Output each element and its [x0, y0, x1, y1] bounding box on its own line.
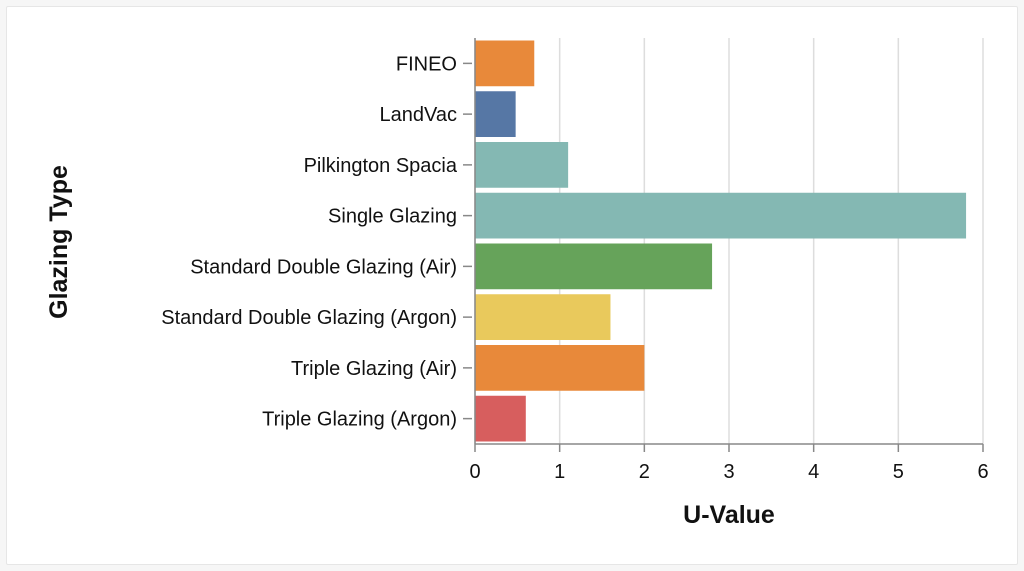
y-tick-label: Standard Double Glazing (Argon)	[161, 307, 457, 329]
y-tick-label: FINEO	[396, 53, 457, 75]
bar-landvac	[475, 91, 516, 137]
x-tick-label: 3	[723, 461, 734, 483]
bars	[475, 40, 967, 442]
bar-standard-double-glazing-argon	[475, 294, 611, 340]
axis-labels: 0 1 2 3 4 5 6 FINEO LandVac Pilkington Spacia Sing…	[161, 53, 988, 483]
x-tick-label: 6	[977, 461, 988, 483]
axes	[463, 38, 984, 452]
x-tick-label: 5	[893, 461, 904, 483]
x-tick-label: 4	[808, 461, 819, 483]
bar-standard-double-glazing-air	[475, 243, 713, 290]
y-tick-label: Pilkington Spacia	[304, 155, 458, 177]
y-tick-label: Standard Double Glazing (Air)	[190, 256, 457, 278]
bar-triple-glazing-air	[475, 345, 645, 391]
y-tick-label: Triple Glazing (Argon)	[262, 409, 457, 431]
x-tick-label: 1	[554, 461, 565, 483]
y-tick-label: Single Glazing	[328, 206, 457, 228]
bar-fineo	[475, 40, 535, 87]
bar-pilkington-spacia	[475, 142, 569, 188]
x-axis-title: U-Value	[683, 501, 775, 529]
y-tick-label: LandVac	[380, 104, 457, 126]
x-tick-label: 2	[639, 461, 650, 483]
bar-triple-glazing-argon	[475, 395, 526, 442]
bar-single-glazing	[475, 192, 967, 239]
y-tick-label: Triple Glazing (Air)	[291, 358, 457, 380]
x-tick-label: 0	[469, 461, 480, 483]
y-axis-title: Glazing Type	[45, 165, 73, 319]
